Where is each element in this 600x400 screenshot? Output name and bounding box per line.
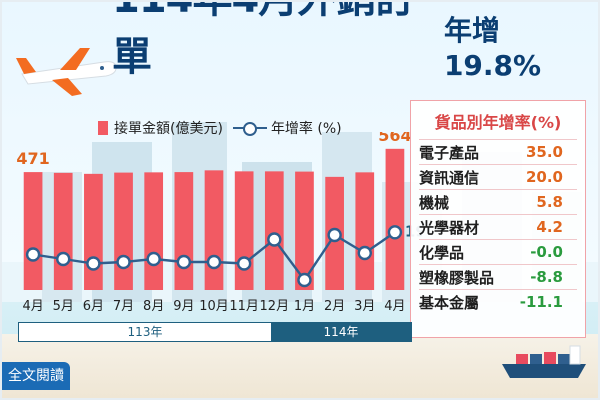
growth-point-11 xyxy=(357,245,372,261)
bar-label-first: 471 xyxy=(16,149,49,168)
bar-11 xyxy=(355,172,375,290)
growth-point-2 xyxy=(86,256,101,271)
cargo-ship-icon xyxy=(502,345,586,378)
page-title: 114年4月外銷訂單 年增19.8% xyxy=(112,2,592,82)
growth-point-12 xyxy=(387,225,403,240)
bar-3 xyxy=(114,172,133,290)
product-growth-value: 20.0 xyxy=(525,168,563,186)
legend-line-swatch xyxy=(232,121,267,136)
x-tick-label: 9月 xyxy=(173,299,194,314)
product-name: 電子產品 xyxy=(419,143,480,162)
x-tick-label: 7月 xyxy=(113,299,134,314)
bar-8 xyxy=(264,171,284,290)
product-growth-value: 35.0 xyxy=(525,143,563,161)
x-tick-label: 3月 xyxy=(354,299,375,314)
x-tick-label: 2月 xyxy=(324,299,345,314)
product-growth-row: 塑橡膠製品 -8.8 xyxy=(419,264,577,289)
growth-point-6 xyxy=(206,254,222,270)
bar-6 xyxy=(204,170,224,290)
airplane-icon xyxy=(16,48,117,96)
growth-point-1 xyxy=(56,251,71,267)
year-113-label: 113年 xyxy=(127,325,163,339)
product-name: 塑橡膠製品 xyxy=(419,268,495,287)
x-tick-label: 5月 xyxy=(53,299,74,314)
product-growth-title: 貨品別年增率(%) xyxy=(434,113,562,132)
title-main: 114年4月外銷訂單 xyxy=(112,2,415,80)
product-growth-list: 電子產品 35.0 資訊通信 20.0 機械 5.8 光學器材 4.2 化學品 -0.0 塑橡膠製品… xyxy=(411,139,585,314)
title-sub: 年增19.8% xyxy=(443,14,542,82)
x-tick-label: 1月 xyxy=(294,299,315,314)
product-growth-row: 機械 5.8 xyxy=(419,189,577,214)
bar-4 xyxy=(144,172,164,290)
product-growth-value: 4.2 xyxy=(536,218,563,236)
growth-point-4 xyxy=(146,251,161,267)
legend-bar-label: 接單金額(億美元) xyxy=(114,121,223,137)
x-tick-label: 12月 xyxy=(260,299,290,314)
product-name: 光學器材 xyxy=(419,218,480,237)
growth-point-9 xyxy=(297,272,312,288)
orders-chart: 47156419.84月5月6月7月8月9月10月11月12月1月2月3月4月 xyxy=(16,132,422,314)
product-growth-value: 5.8 xyxy=(536,193,563,211)
x-tick-label: 8月 xyxy=(143,299,164,314)
product-growth-row: 資訊通信 20.0 xyxy=(419,164,577,189)
product-name: 化學品 xyxy=(419,243,465,262)
year-114-label: 114年 xyxy=(271,323,411,341)
x-tick-label: 10月 xyxy=(199,299,229,314)
product-growth-value: -0.0 xyxy=(530,243,563,261)
product-name: 基本金屬 xyxy=(419,293,480,312)
product-growth-panel: 貨品別年增率(%) 電子產品 35.0 資訊通信 20.0 機械 5.8 光學器材 4.2 化學… xyxy=(410,100,586,338)
year-group-bar: 113年 114年 xyxy=(18,322,412,342)
bar-7 xyxy=(234,171,254,290)
x-tick-label: 4月 xyxy=(384,299,405,314)
product-growth-row: 基本金屬 -11.1 xyxy=(419,289,577,314)
product-growth-row: 光學器材 4.2 xyxy=(419,214,577,239)
bar-2 xyxy=(84,173,103,290)
x-tick-label: 4月 xyxy=(22,299,43,314)
product-growth-row: 電子產品 35.0 xyxy=(419,139,577,164)
product-name: 機械 xyxy=(419,193,450,212)
x-tick-label: 6月 xyxy=(83,299,104,314)
x-tick-label: 11月 xyxy=(229,299,259,314)
product-growth-row: 化學品 -0.0 xyxy=(419,239,577,264)
beach-background xyxy=(2,334,598,398)
growth-point-10 xyxy=(327,227,342,243)
full-text-button[interactable]: 全文閱讀 xyxy=(2,362,70,390)
bar-9 xyxy=(295,171,314,290)
growth-point-7 xyxy=(236,256,252,271)
bar-1 xyxy=(53,172,73,290)
growth-point-0 xyxy=(25,247,41,262)
bar-12 xyxy=(385,148,405,290)
product-name: 資訊通信 xyxy=(419,168,480,187)
legend-line-label: 年增率 (%) xyxy=(270,121,342,137)
bar-label-last: 564 xyxy=(378,132,411,145)
bar-0 xyxy=(23,172,43,290)
growth-point-3 xyxy=(116,254,131,270)
product-growth-value: -11.1 xyxy=(519,293,563,311)
growth-point-5 xyxy=(176,254,192,270)
growth-point-8 xyxy=(267,232,282,247)
bar-5 xyxy=(174,172,194,290)
chart-legend: 接單金額(億美元) 年增率 (%) xyxy=(98,118,342,138)
legend-bar-swatch xyxy=(98,121,108,135)
product-growth-value: -8.8 xyxy=(530,268,563,286)
